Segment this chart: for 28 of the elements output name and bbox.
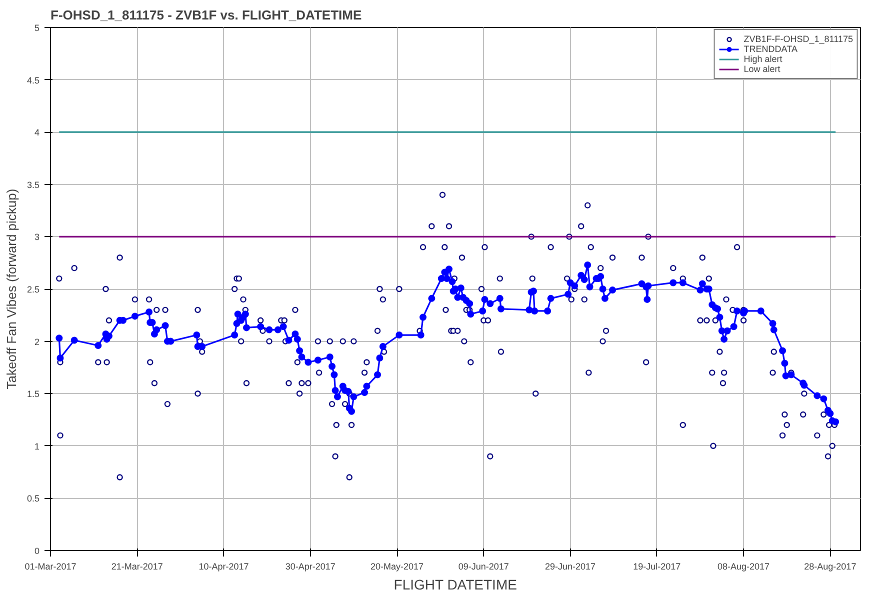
y-tick-label: 1	[34, 441, 40, 452]
y-tick-label: 1.5	[26, 389, 40, 400]
x-tick-label: 28-Aug-2017	[804, 562, 856, 572]
y-tick-label: 2	[34, 336, 40, 347]
x-tick-label: 10-Apr-2017	[198, 562, 249, 572]
y-tick-label: 2.5	[26, 284, 40, 294]
chart-title: F-OHSD_1_811175 - ZVB1F vs. FLIGHT_DATETIME	[50, 8, 362, 22]
x-tick-label: 21-Mar-2017	[111, 562, 163, 572]
y-tick-label: 4.5	[26, 75, 40, 86]
y-tick-label: 3	[34, 232, 40, 242]
x-tick-label: 29-Jun-2017	[545, 562, 596, 572]
legend-label: TRENDDATA	[744, 44, 798, 54]
x-tick-label: 19-Jul-2017	[633, 562, 681, 572]
y-tick-label: 3.5	[26, 180, 40, 190]
x-axis-title: FLIGHT DATETIME	[394, 576, 517, 592]
x-tick-label: 20-May-2017	[370, 562, 424, 572]
y-tick-label: 5	[34, 23, 40, 33]
x-tick-label: 09-Jun-2017	[458, 562, 509, 572]
x-tick-label: 01-Mar-2017	[24, 562, 76, 572]
x-tick-label: 08-Aug-2017	[718, 562, 770, 572]
y-tick-label: 0	[34, 546, 40, 556]
legend-label: High alert	[744, 54, 782, 64]
y-tick-label: 0.5	[26, 494, 40, 504]
x-tick-label: 30-Apr-2017	[285, 562, 336, 572]
y-tick-label: 4	[34, 128, 40, 138]
legend-label: ZVB1F-F-OHSD_1_811175	[744, 34, 853, 44]
legend-label: Low alert	[744, 64, 780, 74]
y-axis-title: Takeoff Fan Vibes (forward pickup)	[4, 188, 19, 390]
